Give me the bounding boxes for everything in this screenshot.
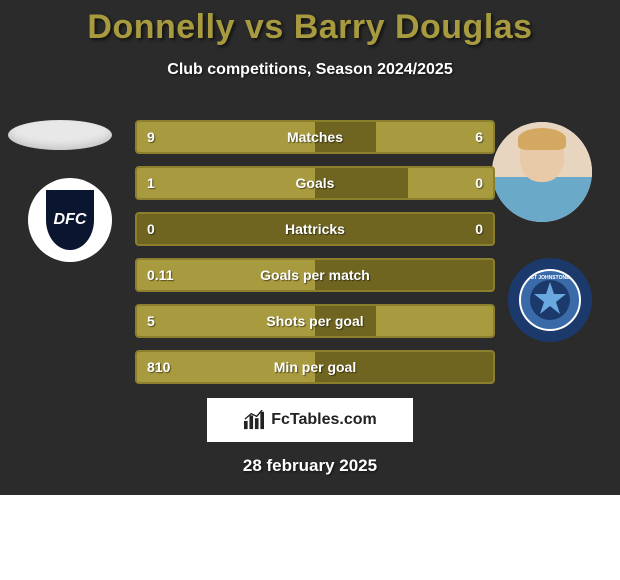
stat-row: 1 Goals 0: [135, 166, 495, 200]
stat-left-value: 0.11: [147, 267, 173, 283]
shield-icon: DFC: [46, 190, 94, 250]
svg-text:ST JOHNSTONE: ST JOHNSTONE: [531, 275, 570, 281]
bar-right: [376, 306, 493, 336]
stat-right-value: 0: [475, 221, 483, 237]
person-icon: [492, 122, 592, 222]
stats-chart: 9 Matches 6 1 Goals 0 0 Hattricks 0 0.11 Goals per…: [135, 120, 495, 396]
comparison-panel: Donnelly vs Barry Douglas Club competiti…: [0, 0, 620, 495]
brand-badge: FcTables.com: [207, 398, 413, 442]
stat-left-value: 9: [147, 129, 155, 145]
bar-left: [137, 168, 315, 198]
club-left-crest: DFC: [28, 178, 112, 262]
club-right-crest: ST JOHNSTONE: [508, 258, 592, 342]
stat-left-value: 0: [147, 221, 155, 237]
stat-label: Hattricks: [285, 221, 345, 237]
bar-chart-icon: [243, 410, 265, 430]
club-left-initials: DFC: [54, 211, 87, 229]
player-right-avatar: [492, 122, 592, 222]
brand-text: FcTables.com: [271, 411, 377, 429]
stat-row: 5 Shots per goal: [135, 304, 495, 338]
stat-row: 810 Min per goal: [135, 350, 495, 384]
stat-label: Matches: [287, 129, 343, 145]
player-left-avatar: [8, 120, 112, 150]
date-label: 28 february 2025: [0, 456, 620, 476]
stat-label: Min per goal: [274, 359, 356, 375]
stat-row: 0.11 Goals per match: [135, 258, 495, 292]
stat-row: 0 Hattricks 0: [135, 212, 495, 246]
stat-row: 9 Matches 6: [135, 120, 495, 154]
crest-icon: ST JOHNSTONE: [518, 268, 582, 332]
stat-label: Goals: [296, 175, 335, 191]
stat-left-value: 5: [147, 313, 155, 329]
stat-left-value: 810: [147, 359, 170, 375]
stat-right-value: 0: [475, 175, 483, 191]
stat-label: Goals per match: [260, 267, 370, 283]
subtitle: Club competitions, Season 2024/2025: [0, 61, 620, 79]
stat-right-value: 6: [475, 129, 483, 145]
stat-label: Shots per goal: [266, 313, 363, 329]
page-title: Donnelly vs Barry Douglas: [0, 0, 620, 47]
stat-left-value: 1: [147, 175, 155, 191]
